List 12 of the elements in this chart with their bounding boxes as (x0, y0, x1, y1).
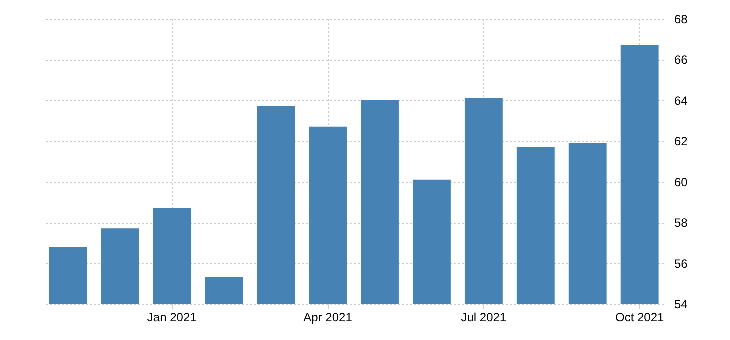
y-tick-label: 58 (674, 216, 688, 230)
x-tick-label: Oct 2021 (615, 310, 665, 324)
x-tick-label: Jan 2021 (147, 310, 198, 324)
y-tick-label: 68 (674, 12, 688, 26)
y-tick-label: 64 (674, 94, 688, 108)
x-tick-label: Apr 2021 (304, 310, 353, 324)
y-tick-label: 66 (674, 53, 688, 68)
y-tick-label: 62 (674, 134, 688, 149)
y-tick-label: 60 (674, 175, 688, 190)
y-tick-label: 54 (674, 298, 688, 312)
y-tick-label: 56 (674, 256, 688, 271)
x-tick-label: Jul 2021 (461, 310, 507, 324)
